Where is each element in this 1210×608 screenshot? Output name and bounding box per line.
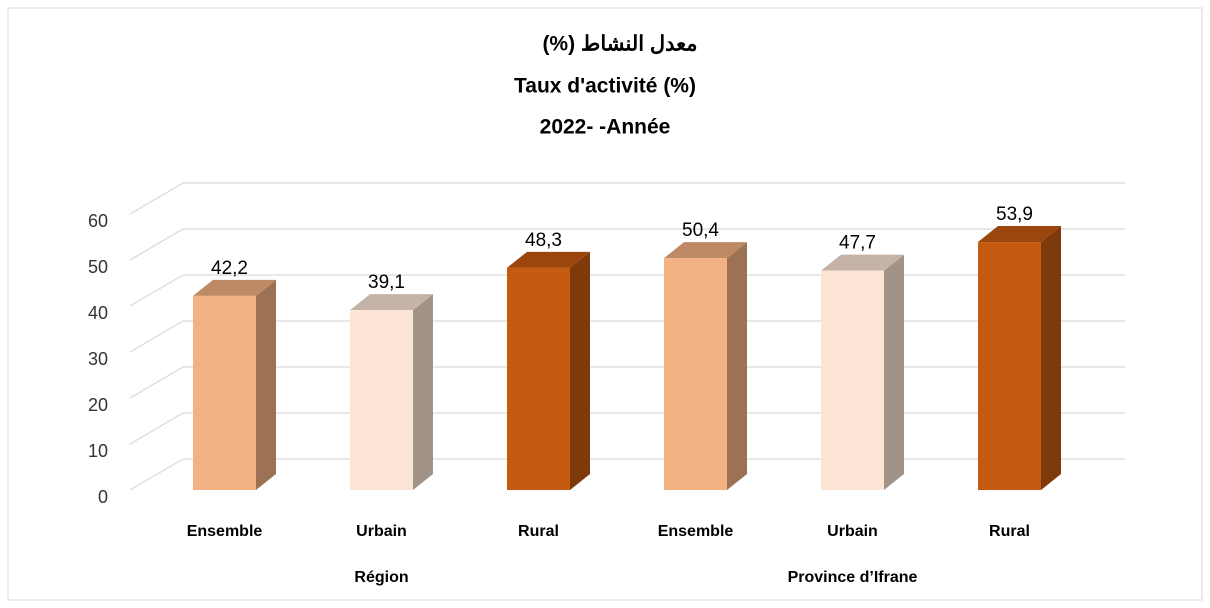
grid-line-side [129, 366, 184, 399]
chart-year: 2022- -Année [540, 116, 671, 139]
value-label: 42,2 [211, 258, 248, 279]
chart-title: معدل النشاط (%) [542, 33, 697, 56]
bar-top [507, 251, 590, 268]
value-label: 47,7 [839, 233, 876, 254]
bar-side [256, 279, 276, 490]
bar-side [727, 242, 747, 490]
y-tick-label: 40 [88, 303, 108, 323]
bar-side [413, 294, 433, 490]
chart-subtitle: Taux d'activité (%) [514, 75, 696, 98]
bar-top [193, 279, 276, 296]
y-tick-label: 60 [88, 211, 108, 231]
bar-top [350, 294, 433, 311]
bar-top [821, 254, 904, 271]
bar-top [664, 242, 747, 259]
x-tick-label: Ensemble [658, 523, 734, 540]
bar [664, 258, 727, 490]
y-tick-label: 10 [88, 441, 108, 461]
value-label: 50,4 [682, 220, 719, 241]
bar-top [978, 226, 1061, 243]
x-tick-label: Ensemble [187, 523, 263, 540]
x-tick-label: Urbain [827, 523, 878, 540]
value-label: 53,9 [996, 204, 1033, 225]
value-label: 48,3 [525, 230, 562, 251]
y-tick-label: 0 [98, 487, 108, 507]
y-tick-label: 30 [88, 349, 108, 369]
grid-line-side [129, 274, 184, 307]
group-label: Région [354, 569, 408, 586]
grid-line-side [129, 458, 184, 491]
bar [821, 270, 884, 490]
grid-line-side [129, 412, 184, 445]
grid-line-side [129, 320, 184, 353]
x-tick-label: Urbain [356, 523, 407, 540]
bar [193, 295, 256, 490]
grid-line-side [129, 228, 184, 261]
group-label: Province d’Ifrane [788, 569, 918, 586]
value-label: 39,1 [368, 272, 405, 293]
grid-line-side [129, 182, 184, 215]
bar-side [1041, 226, 1061, 490]
y-tick-label: 50 [88, 257, 108, 277]
y-tick-label: 20 [88, 395, 108, 415]
x-tick-label: Rural [518, 523, 559, 540]
bar-side [570, 251, 590, 490]
bar [507, 267, 570, 490]
bar [350, 310, 413, 490]
bar [978, 242, 1041, 490]
x-tick-label: Rural [989, 523, 1030, 540]
bar-side [884, 254, 904, 490]
